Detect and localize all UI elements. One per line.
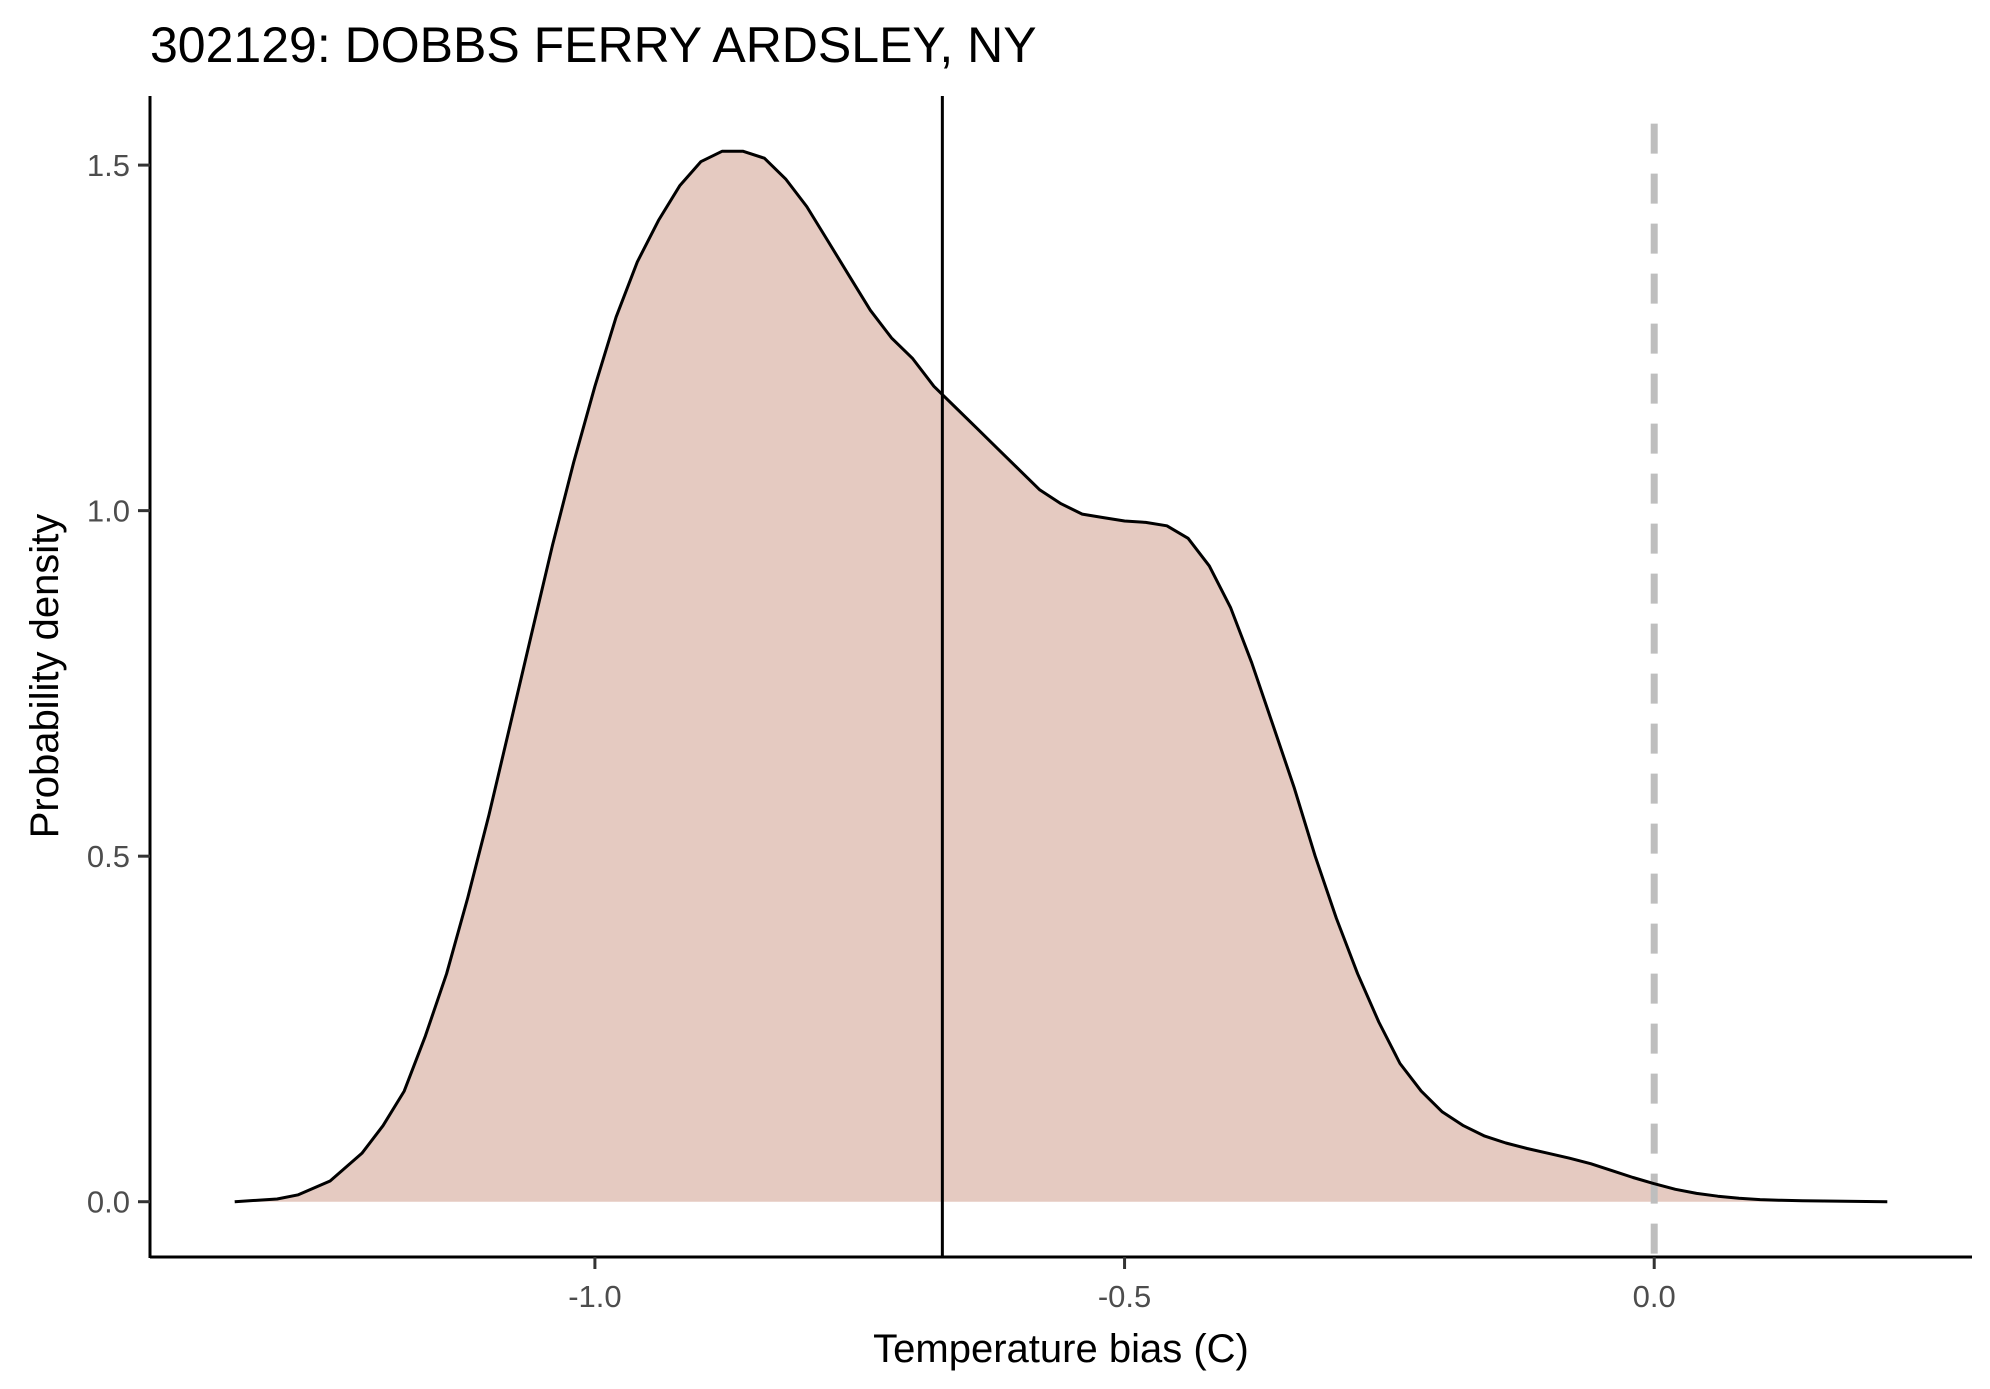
y-tick-label: 0.0 <box>87 1185 130 1220</box>
density-area <box>234 151 1888 1202</box>
x-axis-ticks: -1.0 -0.5 0.0 <box>568 1257 1676 1314</box>
x-tick-label: -1.0 <box>568 1279 621 1314</box>
y-axis-ticks: 0.0 0.5 1.0 1.5 <box>87 148 150 1220</box>
x-tick-label: 0.0 <box>1633 1279 1676 1314</box>
plot-area <box>234 96 1888 1257</box>
density-line <box>234 149 1888 1204</box>
x-tick-label: -0.5 <box>1098 1279 1151 1314</box>
y-tick-label: 1.5 <box>87 148 130 183</box>
y-axis-label: Probability density <box>23 514 67 839</box>
chart-title: 302129: DOBBS FERRY ARDSLEY, NY <box>150 17 1037 73</box>
y-tick-label: 1.0 <box>87 494 130 529</box>
x-axis-label: Temperature bias (C) <box>873 1327 1249 1371</box>
y-tick-label: 0.5 <box>87 839 130 874</box>
